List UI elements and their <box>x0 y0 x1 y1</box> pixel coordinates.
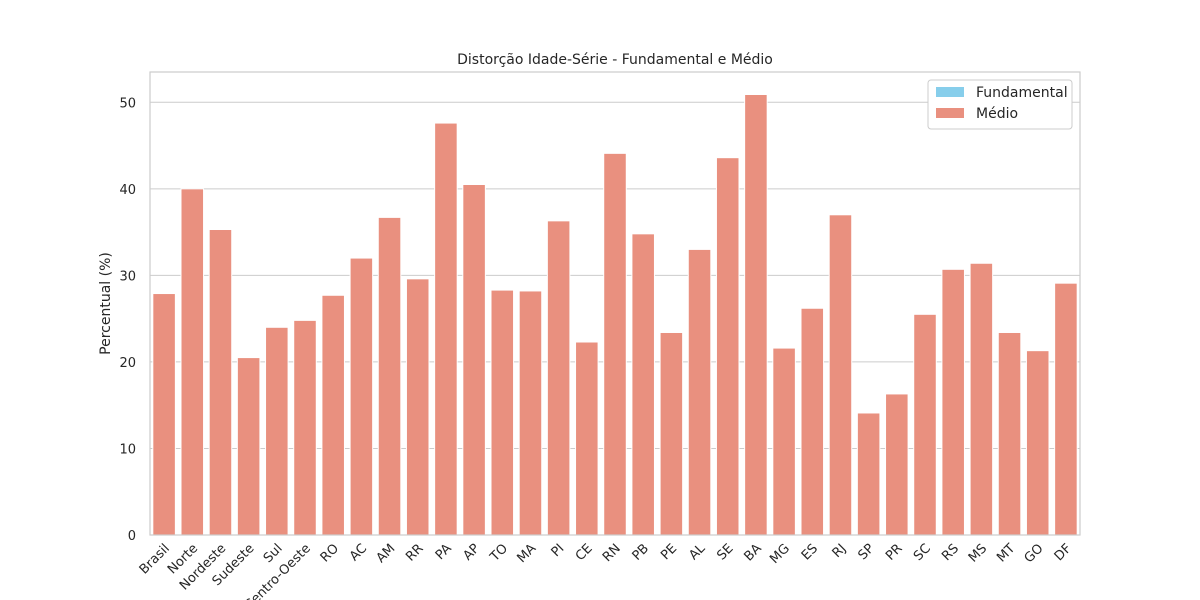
bar-medio <box>236 357 261 536</box>
bar-medio <box>687 248 712 536</box>
y-axis-label: Percentual (%) <box>98 252 114 355</box>
bar-medio <box>349 257 374 536</box>
bar-medio <box>659 331 684 536</box>
bar-medio <box>800 307 825 536</box>
y-tick-label: 50 <box>119 96 136 111</box>
y-tick-label: 20 <box>119 356 136 371</box>
bar-medio <box>913 313 937 536</box>
bar-medio <box>377 216 402 536</box>
bar-medio <box>969 262 994 536</box>
bar-medio <box>180 188 205 536</box>
bar-medio <box>1025 350 1050 536</box>
bar-medio <box>152 293 176 536</box>
y-tick-label: 30 <box>119 269 136 284</box>
y-tick-label: 10 <box>119 442 136 457</box>
bar-medio <box>772 347 796 536</box>
y-ticks: 0 10 20 30 40 50 <box>119 96 136 544</box>
bar-medio <box>744 94 768 536</box>
bar-medio <box>434 122 458 536</box>
legend-swatch-fundamental <box>936 87 964 97</box>
bar-medio <box>293 319 317 536</box>
y-tick-label: 0 <box>128 529 136 544</box>
bar-medio <box>208 229 233 536</box>
bar-medio <box>1054 282 1078 536</box>
bar-medio <box>603 152 627 536</box>
bar-medio <box>546 220 571 536</box>
bar-medio <box>856 412 881 536</box>
bar-medio <box>265 326 289 536</box>
legend: Fundamental Médio <box>927 79 1073 130</box>
bar-medio <box>885 393 909 536</box>
bar-medio <box>828 214 853 536</box>
legend-label-medio: Médio <box>976 106 1018 122</box>
bars <box>152 94 1078 536</box>
bar-medio <box>575 341 599 536</box>
y-tick-label: 40 <box>119 183 136 198</box>
plot-area-frame <box>149 71 1081 536</box>
bar-medio <box>997 331 1022 536</box>
chart-title: Distorção Idade-Série - Fundamental e Mé… <box>457 52 773 68</box>
legend-swatch-medio <box>936 108 964 118</box>
bar-medio <box>462 184 486 536</box>
bar-medio <box>490 289 515 536</box>
bar-medio <box>631 233 655 536</box>
bar-medio <box>518 290 543 536</box>
bar-medio <box>941 268 965 536</box>
legend-label-fundamental: Fundamental <box>976 85 1068 101</box>
bar-medio <box>321 294 345 536</box>
bar-medio <box>405 278 430 536</box>
bar-medio <box>715 157 740 536</box>
